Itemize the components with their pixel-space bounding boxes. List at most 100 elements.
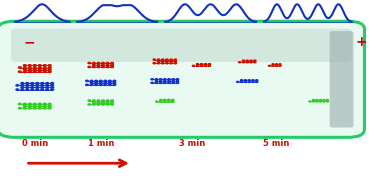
- Circle shape: [157, 59, 160, 60]
- Circle shape: [248, 81, 250, 82]
- Circle shape: [242, 62, 245, 63]
- Circle shape: [95, 80, 98, 82]
- Circle shape: [161, 59, 164, 60]
- Circle shape: [161, 61, 164, 62]
- Circle shape: [38, 105, 41, 107]
- Circle shape: [33, 103, 36, 105]
- Circle shape: [196, 64, 198, 65]
- Circle shape: [166, 63, 168, 64]
- Circle shape: [279, 65, 281, 66]
- Circle shape: [204, 65, 206, 66]
- Circle shape: [46, 87, 49, 88]
- Circle shape: [309, 101, 311, 102]
- Circle shape: [97, 64, 100, 66]
- Circle shape: [192, 65, 195, 66]
- Text: 1 min: 1 min: [88, 139, 114, 148]
- Circle shape: [28, 103, 31, 105]
- Circle shape: [93, 64, 95, 66]
- Circle shape: [168, 82, 170, 84]
- Circle shape: [19, 67, 21, 68]
- Circle shape: [16, 89, 19, 90]
- Circle shape: [48, 65, 51, 66]
- Circle shape: [176, 82, 179, 84]
- Circle shape: [106, 66, 109, 68]
- Circle shape: [151, 82, 153, 84]
- Circle shape: [38, 71, 41, 72]
- Circle shape: [111, 64, 113, 66]
- Circle shape: [28, 65, 31, 66]
- Circle shape: [276, 65, 277, 66]
- Circle shape: [279, 64, 281, 65]
- Circle shape: [93, 102, 95, 103]
- Circle shape: [38, 67, 41, 68]
- Text: +: +: [355, 35, 367, 49]
- Circle shape: [19, 103, 21, 105]
- Circle shape: [196, 65, 198, 66]
- Circle shape: [204, 64, 206, 65]
- Circle shape: [248, 80, 250, 81]
- Circle shape: [168, 79, 170, 80]
- Circle shape: [246, 62, 248, 63]
- Circle shape: [102, 100, 104, 101]
- Circle shape: [51, 83, 54, 84]
- Circle shape: [157, 63, 160, 64]
- Circle shape: [21, 85, 24, 86]
- Text: 5 min: 5 min: [263, 139, 290, 148]
- Circle shape: [86, 84, 88, 86]
- Circle shape: [113, 82, 116, 84]
- Circle shape: [23, 67, 26, 68]
- Circle shape: [19, 107, 21, 109]
- Circle shape: [313, 101, 314, 102]
- Circle shape: [21, 87, 24, 88]
- Circle shape: [41, 83, 43, 84]
- Circle shape: [176, 80, 179, 82]
- Circle shape: [36, 89, 39, 90]
- Circle shape: [48, 67, 51, 68]
- Circle shape: [88, 62, 91, 64]
- Circle shape: [106, 100, 109, 101]
- Circle shape: [160, 82, 162, 84]
- Circle shape: [168, 80, 170, 82]
- Circle shape: [102, 62, 104, 64]
- Circle shape: [86, 80, 88, 82]
- Circle shape: [93, 104, 95, 105]
- Circle shape: [46, 89, 49, 90]
- Circle shape: [38, 103, 41, 105]
- Circle shape: [153, 59, 155, 60]
- Circle shape: [36, 83, 39, 84]
- Circle shape: [106, 102, 109, 103]
- Circle shape: [19, 71, 21, 72]
- Circle shape: [43, 103, 46, 105]
- FancyBboxPatch shape: [330, 31, 353, 127]
- Circle shape: [41, 89, 43, 90]
- Circle shape: [168, 101, 170, 102]
- Circle shape: [164, 79, 166, 80]
- Circle shape: [164, 99, 166, 100]
- Circle shape: [155, 82, 158, 84]
- Circle shape: [113, 80, 116, 82]
- Circle shape: [97, 104, 100, 105]
- Circle shape: [160, 101, 162, 102]
- Circle shape: [254, 62, 256, 63]
- Circle shape: [164, 82, 166, 84]
- Circle shape: [256, 81, 258, 82]
- Circle shape: [38, 69, 41, 70]
- Circle shape: [208, 64, 211, 65]
- Circle shape: [16, 85, 19, 86]
- Circle shape: [95, 82, 98, 84]
- Circle shape: [240, 81, 243, 82]
- Circle shape: [31, 83, 34, 84]
- Circle shape: [99, 84, 102, 86]
- Circle shape: [43, 71, 46, 72]
- Circle shape: [102, 102, 104, 103]
- Circle shape: [43, 65, 46, 66]
- Circle shape: [246, 60, 248, 61]
- Circle shape: [174, 63, 177, 64]
- Circle shape: [108, 82, 111, 84]
- Circle shape: [28, 67, 31, 68]
- Circle shape: [172, 80, 174, 82]
- Circle shape: [108, 84, 111, 86]
- Text: −: −: [24, 35, 36, 49]
- Circle shape: [153, 63, 155, 64]
- Text: 3 min: 3 min: [179, 139, 205, 148]
